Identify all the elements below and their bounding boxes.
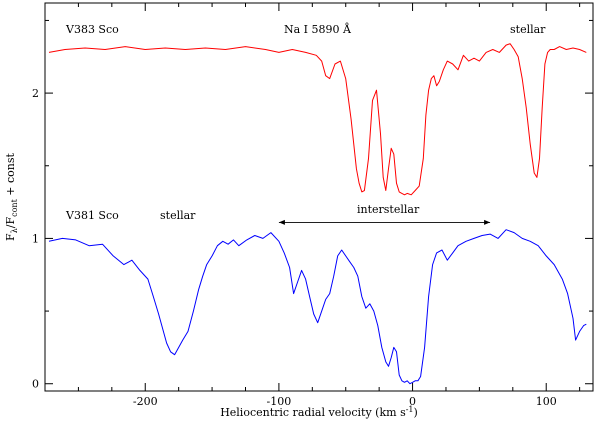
arrow-head-left [278,219,285,225]
label-nai: Na I 5890 Å [284,22,352,36]
tick-group: -200 -100 0 100 0 1 2 [32,3,593,408]
label-v383: V383 Sco [65,23,119,36]
arrow-head-right [484,219,491,225]
y-tick-label: 0 [32,378,39,391]
label-stellar-bottom: stellar [160,209,196,222]
label-v381: V381 Sco [65,209,119,222]
plot-frame [44,2,594,392]
y-tick-label: 1 [32,232,39,245]
series-line-1 [48,43,587,196]
series-line-2 [48,229,587,385]
label-interstellar: interstellar [357,203,420,216]
interstellar-arrow [278,219,491,225]
y-axis-label: Fλ/Fcont + const [4,152,19,240]
x-tick-label: -100 [267,395,292,408]
x-tick-label: -200 [133,395,158,408]
x-axis-label: Heliocentric radial velocity (km s-1) [220,405,418,419]
label-stellar-top: stellar [510,23,546,36]
x-tick-label: 0 [409,395,416,408]
series-group [48,43,587,385]
x-tick-label: 100 [536,395,557,408]
y-tick-label: 2 [32,87,39,100]
